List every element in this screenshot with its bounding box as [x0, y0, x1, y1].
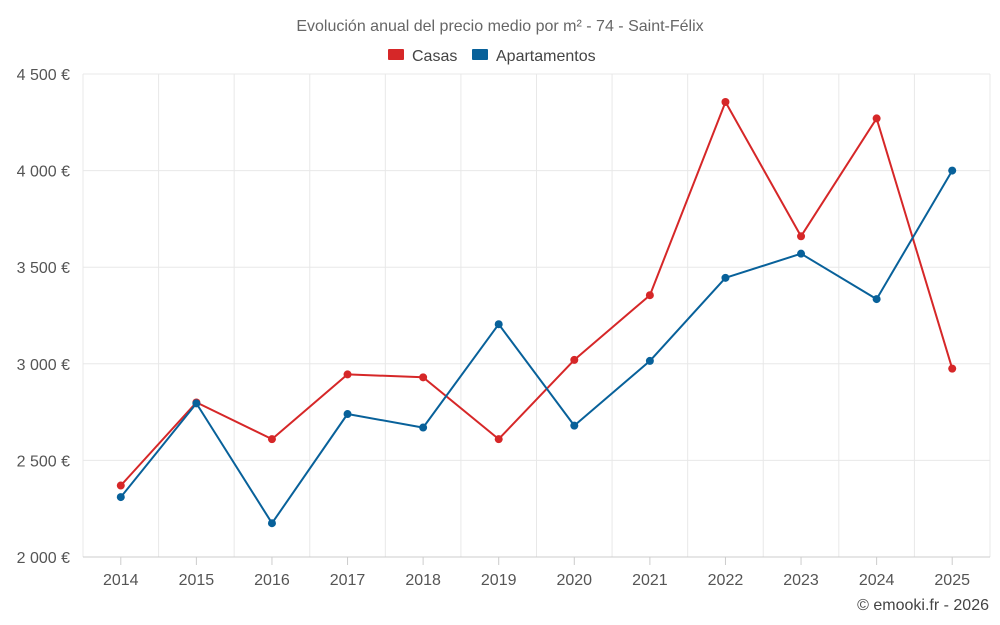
x-tick-label: 2022: [708, 572, 744, 589]
credit-text: © emooki.fr - 2026: [857, 597, 989, 614]
data-point-apartamentos[interactable]: [419, 423, 428, 432]
x-tick-label: 2024: [859, 572, 895, 589]
grid: [82, 73, 991, 557]
data-point-apartamentos[interactable]: [494, 320, 503, 329]
data-point-casas[interactable]: [721, 98, 730, 107]
data-point-apartamentos[interactable]: [645, 356, 654, 365]
series: [116, 98, 957, 528]
legend: Casas Apartamentos: [388, 48, 596, 65]
data-point-casas[interactable]: [116, 481, 125, 490]
data-point-casas[interactable]: [797, 232, 806, 241]
axes: 2 000 € 2 500 € 3 000 € 3 500 € 4 000 € 4 500…: [17, 67, 990, 589]
data-point-casas[interactable]: [645, 291, 654, 300]
chart-title: Evolución anual del precio medio por m² …: [296, 18, 703, 35]
data-point-apartamentos[interactable]: [721, 273, 730, 282]
legend-item-casas[interactable]: Casas: [388, 48, 457, 65]
data-point-apartamentos[interactable]: [192, 399, 201, 408]
series-line-casas: [119, 101, 954, 487]
x-tick-label: 2014: [103, 572, 139, 589]
y-tick-label: 4 500 €: [17, 67, 70, 84]
x-tick-label: 2021: [632, 572, 668, 589]
y-tick-label: 2 500 €: [17, 453, 70, 470]
legend-label-casas: Casas: [412, 48, 457, 65]
data-point-casas[interactable]: [343, 370, 352, 379]
x-tick-label: 2019: [481, 572, 517, 589]
data-point-casas[interactable]: [267, 435, 276, 444]
x-tick-label: 2016: [254, 572, 290, 589]
data-point-casas[interactable]: [948, 364, 957, 373]
y-tick-label: 4 000 €: [17, 164, 70, 181]
data-point-apartamentos[interactable]: [116, 493, 125, 502]
data-point-apartamentos[interactable]: [343, 410, 352, 419]
x-tick-label: 2018: [405, 572, 441, 589]
data-point-apartamentos[interactable]: [570, 421, 579, 430]
data-point-casas[interactable]: [570, 355, 579, 364]
data-point-casas[interactable]: [872, 114, 881, 123]
legend-swatch-casas: [388, 49, 404, 60]
data-point-casas[interactable]: [494, 435, 503, 444]
x-tick-label: 2015: [179, 572, 215, 589]
y-tick-label: 3 000 €: [17, 357, 70, 374]
x-tick-label: 2020: [556, 572, 592, 589]
legend-swatch-apartamentos: [472, 49, 488, 60]
series-line-apartamentos: [119, 169, 954, 525]
data-point-apartamentos[interactable]: [797, 249, 806, 258]
data-point-casas[interactable]: [419, 373, 428, 382]
x-tick-label: 2017: [330, 572, 366, 589]
data-point-apartamentos[interactable]: [267, 519, 276, 528]
data-point-apartamentos[interactable]: [948, 166, 957, 175]
data-point-apartamentos[interactable]: [872, 295, 881, 304]
y-tick-label: 3 500 €: [17, 260, 70, 277]
legend-item-apartamentos[interactable]: Apartamentos: [472, 48, 596, 65]
x-tick-label: 2025: [934, 572, 970, 589]
y-tick-label: 2 000 €: [17, 550, 70, 567]
x-tick-label: 2023: [783, 572, 819, 589]
legend-label-apartamentos: Apartamentos: [496, 48, 596, 65]
